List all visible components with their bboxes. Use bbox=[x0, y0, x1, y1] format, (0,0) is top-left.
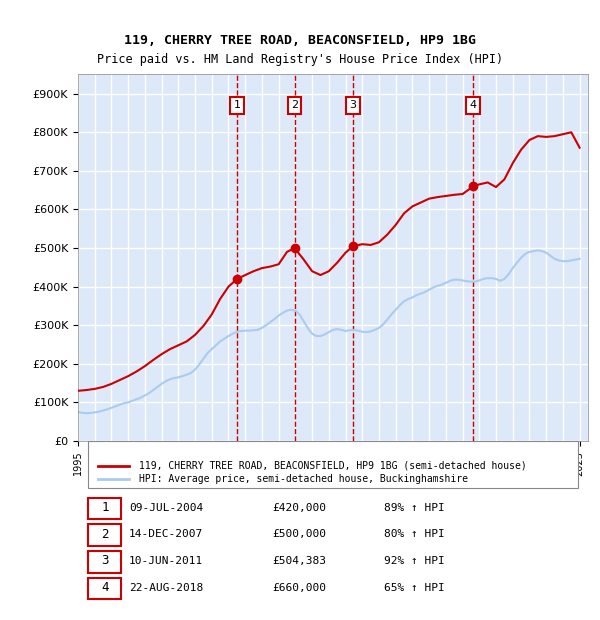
Text: 2: 2 bbox=[291, 100, 298, 110]
Text: 1: 1 bbox=[233, 100, 241, 110]
FancyBboxPatch shape bbox=[88, 551, 121, 573]
Text: £660,000: £660,000 bbox=[272, 583, 326, 593]
FancyBboxPatch shape bbox=[88, 578, 121, 600]
Text: 10-JUN-2011: 10-JUN-2011 bbox=[129, 556, 203, 566]
Text: 80% ↑ HPI: 80% ↑ HPI bbox=[384, 529, 445, 539]
Text: 14-DEC-2007: 14-DEC-2007 bbox=[129, 529, 203, 539]
Text: 119, CHERRY TREE ROAD, BEACONSFIELD, HP9 1BG (semi-detached house): 119, CHERRY TREE ROAD, BEACONSFIELD, HP9… bbox=[139, 461, 527, 471]
FancyBboxPatch shape bbox=[88, 525, 121, 546]
Text: 09-JUL-2004: 09-JUL-2004 bbox=[129, 503, 203, 513]
Text: 3: 3 bbox=[101, 554, 109, 567]
Text: 119, CHERRY TREE ROAD, BEACONSFIELD, HP9 1BG: 119, CHERRY TREE ROAD, BEACONSFIELD, HP9… bbox=[124, 34, 476, 47]
Text: 4: 4 bbox=[470, 100, 477, 110]
Text: 65% ↑ HPI: 65% ↑ HPI bbox=[384, 583, 445, 593]
Text: HPI: Average price, semi-detached house, Buckinghamshire: HPI: Average price, semi-detached house,… bbox=[139, 474, 468, 484]
FancyBboxPatch shape bbox=[88, 498, 121, 520]
Text: Price paid vs. HM Land Registry's House Price Index (HPI): Price paid vs. HM Land Registry's House … bbox=[97, 53, 503, 66]
Text: £420,000: £420,000 bbox=[272, 503, 326, 513]
Text: 4: 4 bbox=[101, 581, 109, 594]
FancyBboxPatch shape bbox=[88, 441, 578, 488]
Text: 2: 2 bbox=[101, 528, 109, 541]
Text: 3: 3 bbox=[349, 100, 356, 110]
Text: 22-AUG-2018: 22-AUG-2018 bbox=[129, 583, 203, 593]
Text: £504,383: £504,383 bbox=[272, 556, 326, 566]
Text: 92% ↑ HPI: 92% ↑ HPI bbox=[384, 556, 445, 566]
Text: 89% ↑ HPI: 89% ↑ HPI bbox=[384, 503, 445, 513]
Text: 1: 1 bbox=[101, 501, 109, 514]
Text: £500,000: £500,000 bbox=[272, 529, 326, 539]
